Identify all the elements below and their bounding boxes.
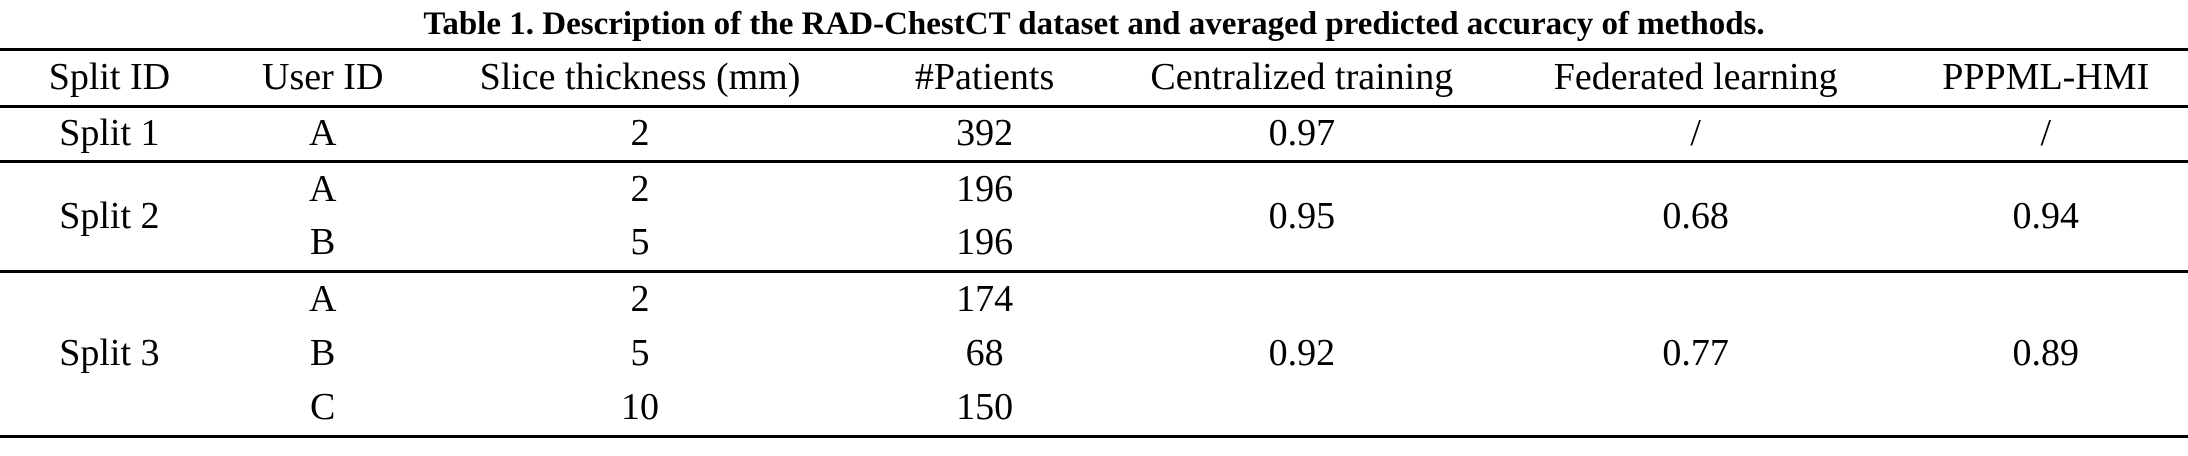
federated-learning-cell: 0.77: [1487, 271, 1904, 438]
column-header-slice-thickness: Slice thickness (mm): [426, 49, 854, 108]
patients-cell: 68: [965, 332, 1004, 375]
pppml-hmi-cell: 0.89: [1903, 271, 2188, 438]
dataset-table: Split ID User ID Slice thickness (mm) #P…: [0, 48, 2188, 438]
table-row-split1-a: Split 1 A 2 392 0.97 / /: [0, 106, 2188, 163]
user-id-cell: B: [310, 332, 336, 375]
slice-thickness-cell: 2: [426, 106, 854, 163]
split-id-cell: Split 2: [0, 161, 219, 273]
patients-cell: 196: [853, 216, 1116, 273]
pppml-hmi-cell: 0.94: [1903, 161, 2188, 273]
slice-thickness-cell: 2: [630, 277, 650, 320]
column-header-patients: #Patients: [853, 49, 1116, 108]
user-id-cell: A: [218, 106, 427, 163]
header-row: Split ID User ID Slice thickness (mm) #P…: [0, 49, 2188, 108]
column-header-split-id: Split ID: [0, 49, 219, 108]
centralized-training-cell: 0.97: [1115, 106, 1488, 163]
split-id-cell: Split 3: [0, 271, 219, 438]
column-header-centralized-training: Centralized training: [1115, 49, 1488, 108]
patients-cell: 392: [853, 106, 1116, 163]
table-caption: Table 1. Description of the RAD-ChestCT …: [423, 5, 1765, 42]
user-id-cell: B: [218, 216, 427, 273]
column-header-user-id: User ID: [218, 49, 427, 108]
pppml-hmi-cell: /: [1903, 106, 2188, 163]
slice-thickness-cell: 5: [426, 216, 854, 273]
paper-table-figure: Table 1. Description of the RAD-ChestCT …: [0, 5, 2188, 438]
federated-learning-cell: 0.68: [1487, 161, 1904, 273]
user-id-cell: C: [218, 381, 427, 438]
slice-thickness-cell: 10: [426, 381, 854, 438]
table-row-split2-b: B 5 196: [0, 216, 2188, 273]
slice-thickness-cell: 5: [630, 332, 650, 375]
user-id-cell: A: [309, 277, 337, 320]
table-row-split3-a: Split 3 A 2 174 0.92 0.77 0.89: [0, 271, 2188, 438]
user-id-cell: A: [309, 167, 337, 210]
column-header-pppml-hmi: PPPML-HMI: [1903, 49, 2188, 108]
patients-cell: 196: [956, 167, 1014, 210]
slice-thickness-cell: 2: [630, 167, 650, 210]
split-id-cell: Split 1: [0, 106, 219, 163]
patients-cell: 174: [956, 277, 1014, 320]
centralized-training-cell: 0.95: [1115, 161, 1488, 273]
centralized-training-cell: 0.92: [1115, 271, 1488, 438]
federated-learning-cell: /: [1487, 106, 1904, 163]
table-row-split3-c: C 10 150: [0, 381, 2188, 438]
column-header-federated-learning: Federated learning: [1487, 49, 1904, 108]
table-row-split3-b: B 5 68: [0, 327, 2188, 382]
patients-cell: 150: [853, 381, 1116, 438]
table-row-split2-a: Split 2 A 2 196 0.95 0.68 0.94: [0, 161, 2188, 273]
